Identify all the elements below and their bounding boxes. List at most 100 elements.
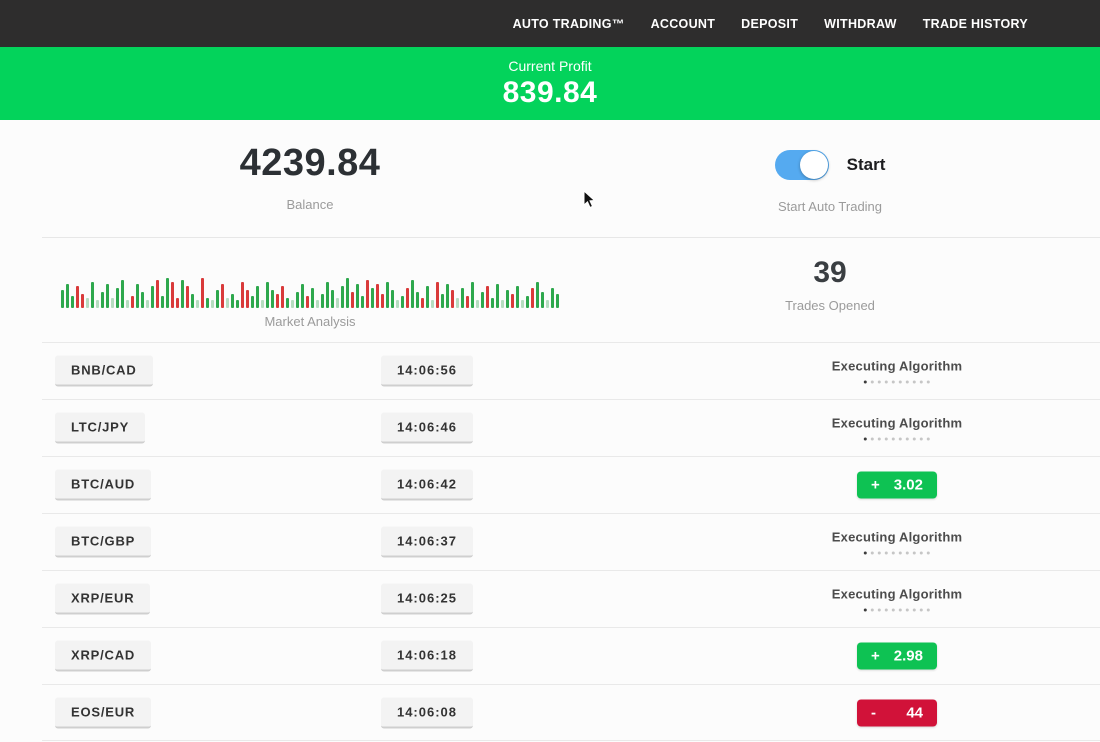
market-bar <box>151 286 154 308</box>
market-bar <box>366 280 369 308</box>
progress-dot-icon <box>913 380 916 384</box>
toggle-knob-icon <box>799 151 828 179</box>
progress-dot-icon <box>878 608 881 612</box>
market-bar <box>536 282 539 308</box>
progress-dot-icon <box>885 551 888 555</box>
profit-badge-red: - 44 <box>857 699 937 726</box>
stats-row-market: Market Analysis 39 Trades Opened <box>0 238 1100 342</box>
market-bar <box>466 296 469 308</box>
trades-opened-block: 39 Trades Opened <box>620 238 1040 342</box>
market-bar <box>346 278 349 308</box>
market-bar <box>456 298 459 308</box>
progress-dot-icon <box>885 437 888 441</box>
market-bar <box>551 288 554 308</box>
market-bar <box>106 284 109 308</box>
progress-dot-icon <box>864 551 867 555</box>
market-bar <box>316 300 319 308</box>
progress-dot-icon <box>913 608 916 612</box>
progress-dot-icon <box>892 551 895 555</box>
market-bar <box>111 298 114 308</box>
nav-item-account[interactable]: ACCOUNT <box>650 16 716 31</box>
market-bar <box>166 278 169 308</box>
profit-badge-green: +2.98 <box>857 642 937 670</box>
trade-time-chip: 14:06:08 <box>380 697 474 728</box>
auto-trading-block: Start Start Auto Trading <box>620 120 1040 237</box>
top-nav: AUTO TRADING™ ACCOUNT DEPOSIT WITHDRAW TRADE… <box>0 0 1100 47</box>
trade-row: EOS/EUR 14:06:08 - 44 <box>42 684 1100 741</box>
market-bar <box>531 288 534 308</box>
market-bar <box>216 290 219 308</box>
market-bar <box>451 290 454 308</box>
progress-dot-icon <box>927 551 930 555</box>
market-bar <box>376 284 379 308</box>
market-bar <box>411 280 414 308</box>
market-analysis-block: Market Analysis <box>0 238 620 342</box>
market-bar <box>176 298 179 308</box>
trades-opened-label: Trades Opened <box>785 298 875 313</box>
market-bar <box>116 288 119 308</box>
progress-dot-icon <box>906 608 909 612</box>
progress-dot-icon <box>885 608 888 612</box>
progress-dot-icon <box>920 380 923 384</box>
trade-status: Executing Algorithm <box>832 416 962 441</box>
nav-item-auto-trading[interactable]: AUTO TRADING™ <box>512 16 625 31</box>
market-bar <box>121 280 124 308</box>
market-bar <box>126 300 129 308</box>
market-bar <box>156 280 159 308</box>
market-bar <box>236 300 239 308</box>
market-bar <box>191 294 194 308</box>
market-bar <box>66 284 69 308</box>
market-bar <box>181 280 184 308</box>
progress-dot-icon <box>920 551 923 555</box>
trade-pair-chip: XRP/CAD <box>55 640 152 672</box>
market-bar <box>351 292 354 308</box>
progress-dot-icon <box>920 608 923 612</box>
market-bar <box>486 286 489 308</box>
market-bar <box>81 294 84 308</box>
market-bar <box>371 288 374 308</box>
market-bar <box>541 292 544 308</box>
market-bar <box>286 298 289 308</box>
market-bar <box>461 288 464 308</box>
market-bar <box>276 294 279 308</box>
market-bar <box>146 300 149 308</box>
current-profit-label: Current Profit <box>508 57 592 74</box>
market-bar <box>246 290 249 308</box>
trade-row: LTC/JPY 14:06:46 Executing Algorithm <box>42 399 1100 456</box>
market-bar <box>256 286 259 308</box>
market-bar <box>131 296 134 308</box>
market-bar <box>221 284 224 308</box>
market-bar <box>161 296 164 308</box>
market-bar <box>426 286 429 308</box>
market-bar <box>296 292 299 308</box>
market-bar <box>136 284 139 308</box>
trade-row: BTC/AUD 14:06:42 +3.02 <box>42 456 1100 513</box>
market-bar <box>291 300 294 308</box>
divider <box>42 237 1100 238</box>
nav-item-withdraw[interactable]: WITHDRAW <box>824 16 897 31</box>
progress-dot-icon <box>871 551 874 555</box>
nav-item-deposit[interactable]: DEPOSIT <box>741 16 799 31</box>
trade-row: XRP/EUR 14:06:25 Executing Algorithm <box>42 570 1100 627</box>
auto-trading-toggle[interactable] <box>774 150 829 180</box>
nav-item-trade-history[interactable]: TRADE HISTORY <box>922 16 1028 31</box>
trade-status: +3.02 <box>857 471 937 499</box>
progress-dot-icon <box>878 437 881 441</box>
progress-dot-icon <box>927 437 930 441</box>
market-bar <box>96 300 99 308</box>
progress-dot-icon <box>927 380 930 384</box>
progress-dots <box>832 380 962 384</box>
executing-algorithm-label: Executing Algorithm <box>831 586 963 602</box>
trade-time-chip: 14:06:25 <box>380 583 474 615</box>
market-bar <box>311 288 314 308</box>
progress-dot-icon <box>920 437 923 441</box>
market-bar <box>71 296 74 308</box>
market-bar <box>516 286 519 308</box>
trade-status: - 44 <box>857 699 937 726</box>
market-bar <box>556 294 559 308</box>
market-bar <box>271 290 274 308</box>
trade-time-chip: 14:06:42 <box>380 469 474 501</box>
trade-status: Executing Algorithm <box>832 587 962 612</box>
profit-sign: + <box>871 476 880 494</box>
